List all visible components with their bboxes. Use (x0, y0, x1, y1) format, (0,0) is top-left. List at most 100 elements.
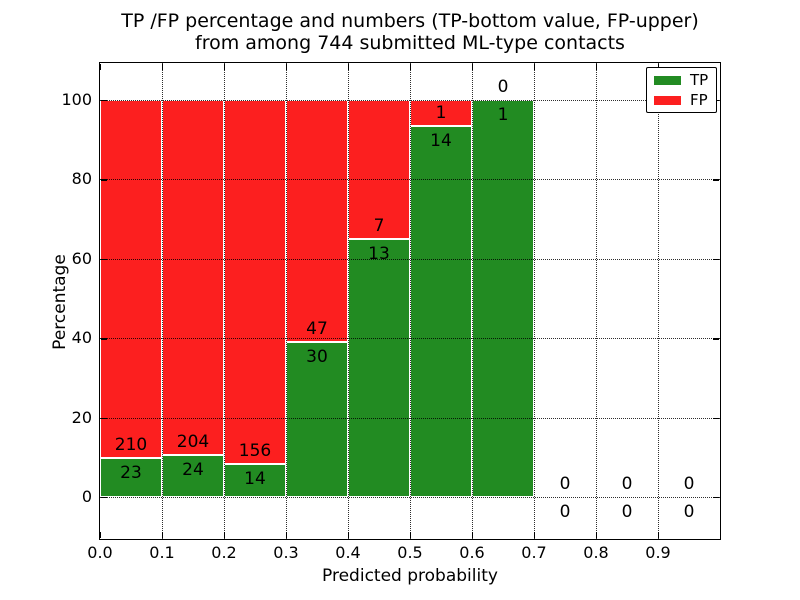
x-tick-mark (596, 64, 598, 70)
y-tick-mark (101, 497, 107, 499)
x-tick-mark (224, 64, 226, 70)
fp-count-label: 0 (559, 474, 571, 494)
x-tick-label: 0.4 (335, 543, 361, 562)
fp-count-label: 0 (683, 474, 695, 494)
y-tick-mark (713, 338, 719, 340)
x-axis-label: Predicted probability (322, 566, 498, 586)
v-gridline (224, 63, 225, 539)
fp-count-label: 0 (497, 77, 509, 97)
tp-count-label: 30 (306, 347, 328, 368)
y-tick-mark (713, 497, 719, 499)
x-tick-label: 0.1 (149, 543, 175, 562)
tp-count-label: 1 (497, 105, 509, 125)
y-tick-label: 80 (71, 169, 92, 189)
v-gridline (162, 63, 163, 539)
x-tick-mark (534, 532, 536, 538)
y-tick-mark (101, 258, 107, 261)
x-tick-mark (100, 64, 102, 70)
tp-count-label: 0 (621, 502, 633, 522)
tp-count-label: 24 (182, 460, 204, 481)
tp-count-label: 14 (244, 469, 266, 490)
fp-count-label: 0 (621, 474, 633, 494)
y-tick-mark (713, 179, 719, 181)
fp-bar-segment (286, 100, 348, 343)
y-axis-label: Percentage (50, 254, 70, 350)
y-tick-label: 40 (71, 328, 92, 348)
y-tick-mark (101, 417, 107, 419)
x-tick-mark (286, 532, 288, 538)
v-gridline (534, 63, 535, 539)
v-gridline (658, 63, 659, 539)
tp-count-label: 23 (120, 462, 142, 483)
x-tick-mark (410, 64, 412, 70)
fp-bar-segment (224, 100, 286, 465)
x-tick-label: 0.2 (211, 543, 237, 562)
x-tick-label: 0.6 (459, 543, 485, 562)
fp-count-label: 47 (306, 319, 328, 340)
v-gridline (410, 63, 411, 539)
x-tick-mark (224, 532, 226, 538)
fp-count-label: 204 (176, 432, 210, 453)
chart-title-line2: from among 744 submitted ML-type contact… (195, 32, 625, 54)
fp-bar-segment (162, 100, 224, 456)
x-tick-label: 0.3 (273, 543, 299, 562)
fp-count-label: 156 (238, 441, 272, 462)
chart-title-line1: TP /FP percentage and numbers (TP-bottom… (121, 10, 699, 32)
legend-entry-fp: FP (647, 90, 716, 110)
tp-count-label: 0 (559, 502, 571, 522)
v-gridline (286, 63, 287, 539)
y-tick-mark (713, 258, 719, 261)
tp-bar-segment (410, 126, 472, 497)
tp-bar-segment (100, 457, 162, 497)
tp-count-label: 0 (683, 502, 695, 522)
v-gridline (472, 63, 473, 539)
y-tick-label: 20 (71, 407, 92, 427)
fp-bar-segment (100, 100, 162, 458)
x-tick-mark (162, 64, 164, 70)
y-tick-label: 0 (81, 487, 92, 506)
x-tick-label: 0.8 (583, 543, 609, 562)
x-tick-mark (100, 532, 102, 538)
y-tick-mark (713, 417, 719, 419)
tp-bar-segment (348, 238, 410, 497)
x-tick-mark (286, 64, 288, 70)
fp-count-label: 210 (114, 434, 148, 455)
legend-label-fp: FP (690, 91, 708, 109)
tp-count-label: 13 (368, 243, 390, 264)
x-tick-mark (658, 532, 660, 538)
x-tick-label: 0.5 (397, 543, 423, 562)
tp-bar-segment (162, 455, 224, 497)
y-tick-label: 60 (71, 248, 92, 268)
legend-entry-tp: TP (647, 70, 716, 90)
tp-bar-segment (286, 342, 348, 497)
x-tick-mark (472, 532, 474, 538)
y-tick-mark (101, 100, 107, 102)
tp-bar-segment (472, 100, 534, 497)
x-tick-label: 0.7 (521, 543, 547, 562)
x-tick-mark (472, 64, 474, 70)
legend: TP FP (646, 67, 717, 113)
fp-bar-segment (348, 100, 410, 239)
v-gridline (348, 63, 349, 539)
y-tick-mark (101, 179, 107, 181)
x-tick-mark (162, 532, 164, 538)
x-tick-label: 0.9 (645, 543, 671, 562)
x-tick-mark (348, 64, 350, 70)
tp-bar-segment (224, 464, 286, 497)
x-tick-mark (348, 532, 350, 538)
y-tick-mark (101, 338, 107, 340)
tp-swatch-icon (654, 75, 681, 85)
fp-count-label: 1 (435, 103, 447, 124)
x-tick-mark (534, 64, 536, 70)
x-tick-mark (596, 532, 598, 538)
legend-label-tp: TP (690, 71, 709, 89)
tp-count-label: 14 (430, 131, 452, 152)
x-tick-label: 0.0 (87, 543, 113, 562)
v-gridline (596, 63, 597, 539)
fp-swatch-icon (654, 95, 681, 105)
fp-count-label: 7 (373, 215, 385, 236)
x-tick-mark (410, 532, 412, 538)
chart-title: TP /FP percentage and numbers (TP-bottom… (100, 10, 720, 54)
y-tick-label: 100 (61, 90, 92, 109)
